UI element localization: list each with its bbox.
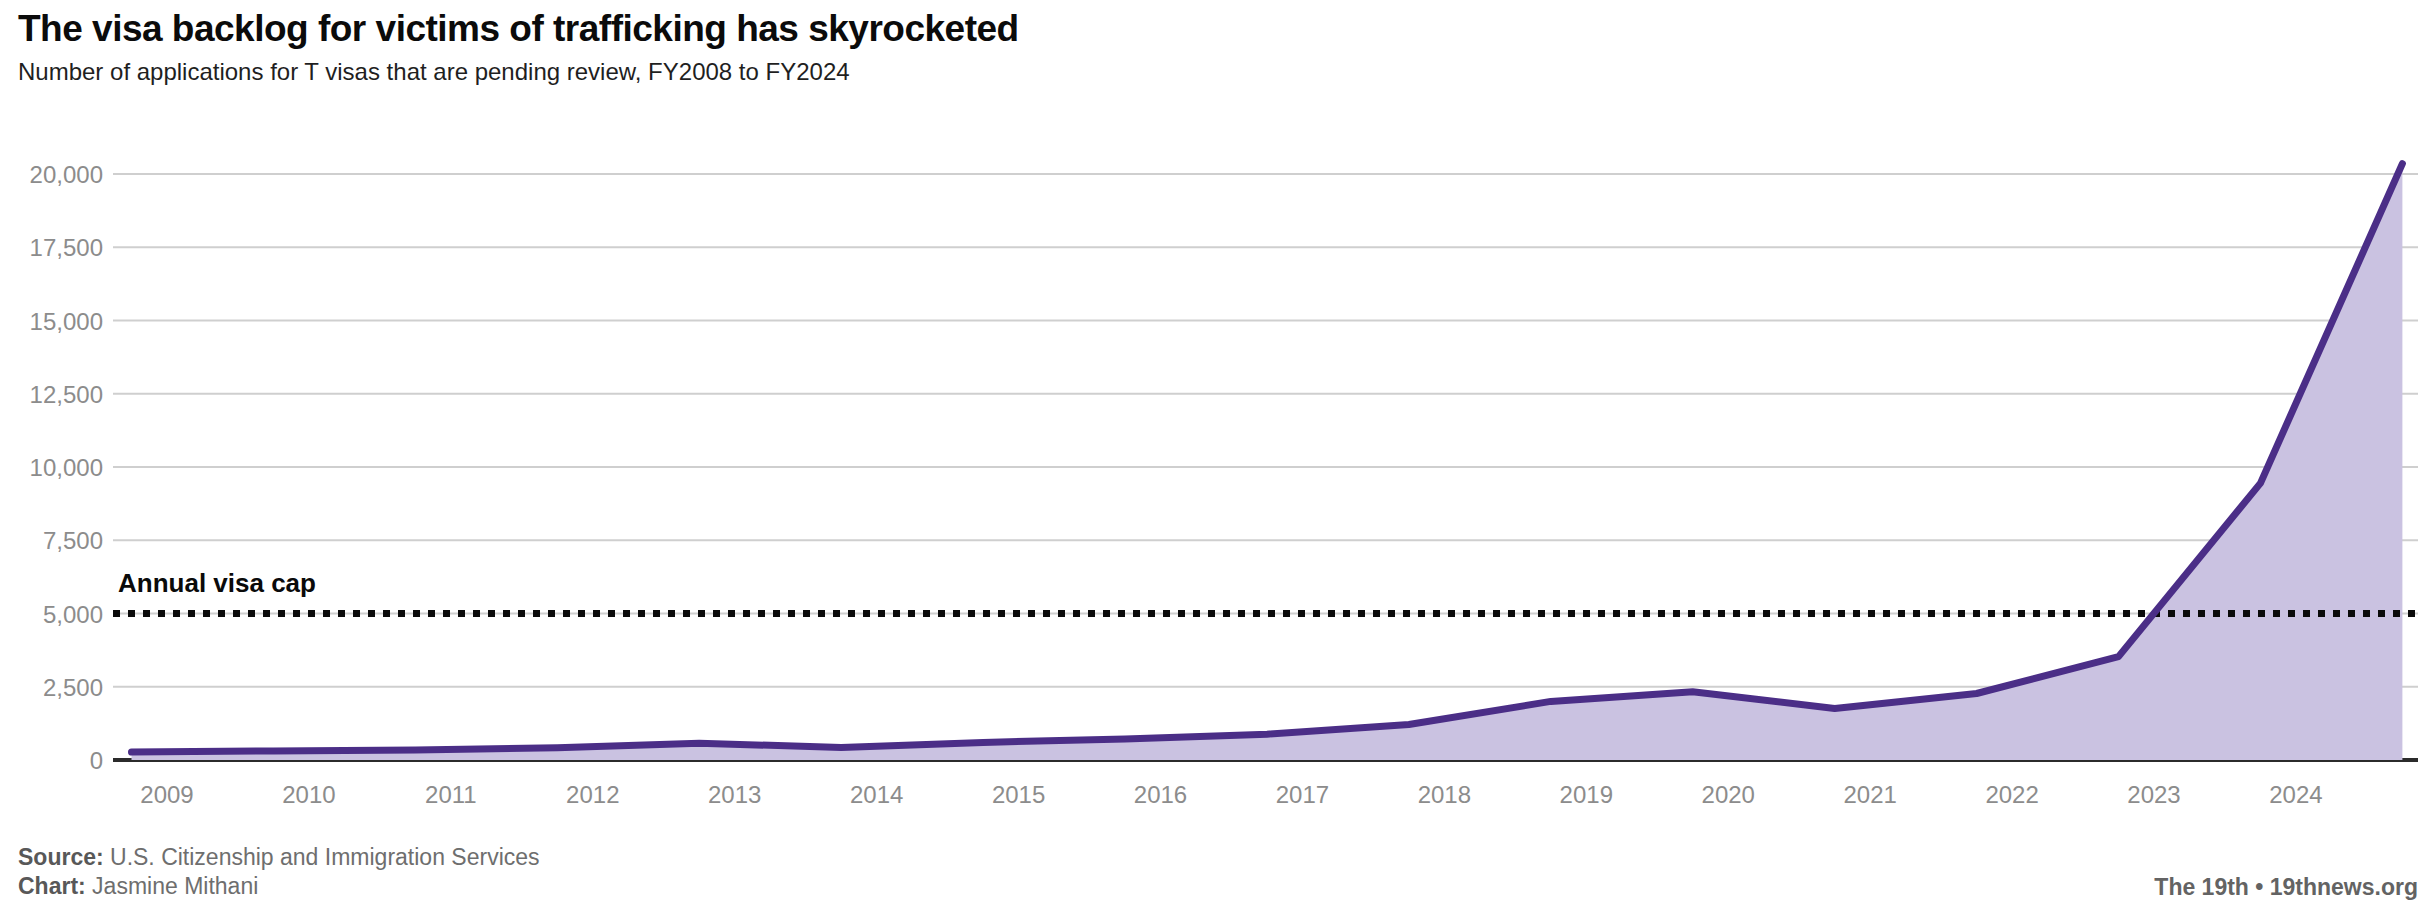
x-tick-label: 2016: [1134, 781, 1187, 808]
x-tick-label: 2010: [282, 781, 335, 808]
x-tick-label: 2022: [1985, 781, 2038, 808]
x-tick-label: 2023: [2127, 781, 2180, 808]
x-tick-label: 2015: [992, 781, 1045, 808]
y-tick-label: 17,500: [30, 234, 103, 261]
annual-visa-cap-label: Annual visa cap: [118, 568, 316, 598]
x-tick-label: 2014: [850, 781, 903, 808]
credit-line: Chart: Jasmine Mithani: [18, 872, 540, 901]
x-tick-label: 2013: [708, 781, 761, 808]
backlog-area-chart: 0 2,500 5,000 7,500 10,000 12,500 15,000 17,500…: [0, 0, 2436, 924]
y-tick-label: 5,000: [43, 601, 103, 628]
x-tick-label: 2012: [566, 781, 619, 808]
x-tick-label: 2019: [1560, 781, 1613, 808]
chart-card: The visa backlog for victims of traffick…: [0, 0, 2436, 924]
y-tick-label: 2,500: [43, 674, 103, 701]
source-label: Source:: [18, 844, 104, 870]
source-text: U.S. Citizenship and Immigration Service…: [104, 844, 540, 870]
y-tick-label: 15,000: [30, 308, 103, 335]
x-tick-label: 2020: [1702, 781, 1755, 808]
x-tick-label: 2017: [1276, 781, 1329, 808]
y-tick-label: 20,000: [30, 161, 103, 188]
chart-footnotes: Source: U.S. Citizenship and Immigration…: [18, 843, 540, 901]
x-tick-label: 2009: [140, 781, 193, 808]
brand-attribution: The 19th • 19thnews.org: [2154, 874, 2418, 901]
y-tick-label: 10,000: [30, 454, 103, 481]
credit-label: Chart:: [18, 873, 86, 899]
source-line: Source: U.S. Citizenship and Immigration…: [18, 843, 540, 872]
pending-applications-line: [132, 164, 2403, 752]
x-tick-label: 2024: [2269, 781, 2322, 808]
y-tick-label: 0: [90, 747, 103, 774]
x-tick-label: 2018: [1418, 781, 1471, 808]
x-tick-label: 2011: [425, 781, 477, 808]
y-tick-label: 7,500: [43, 527, 103, 554]
x-tick-label: 2021: [1843, 781, 1896, 808]
y-tick-label: 12,500: [30, 381, 103, 408]
credit-text: Jasmine Mithani: [86, 873, 259, 899]
